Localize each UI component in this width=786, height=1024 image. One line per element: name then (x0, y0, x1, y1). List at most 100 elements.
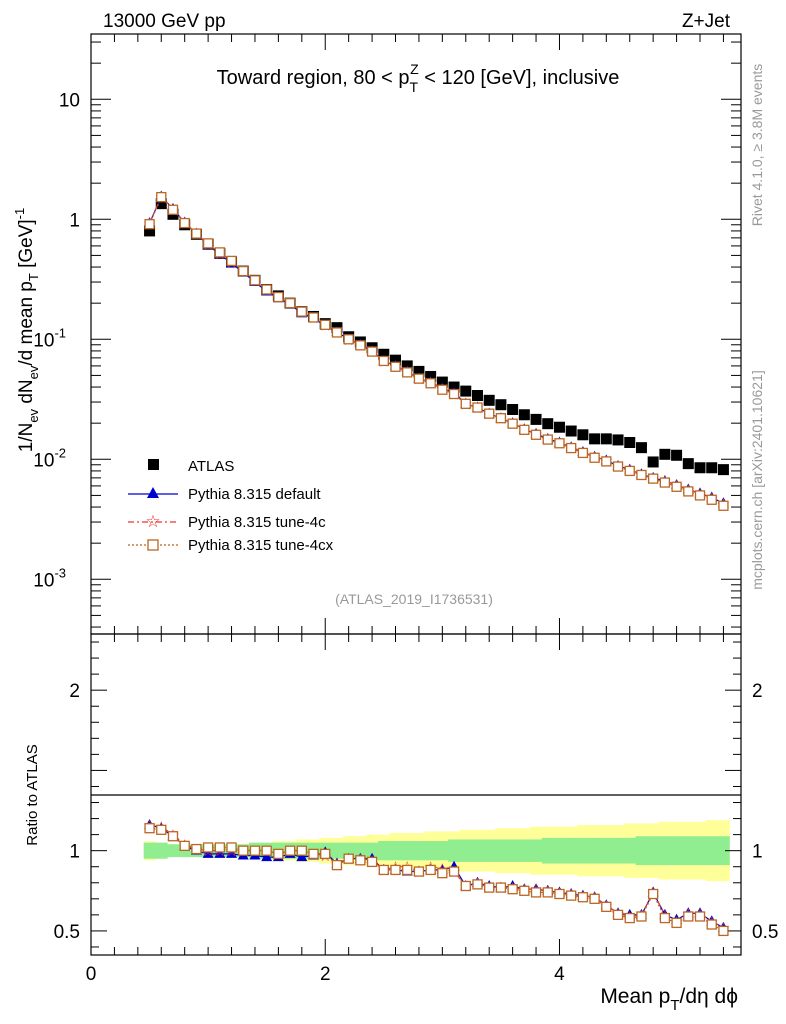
marker-tune4cx (542, 434, 553, 445)
marker-tune4cx (191, 843, 202, 855)
marker-tune4cx (413, 866, 425, 877)
marker-tune4cx (612, 909, 624, 921)
marker-tune4cx (577, 892, 589, 903)
legend-marker-tune4cx (147, 539, 159, 551)
marker-tune4cx (530, 887, 542, 898)
band-inner-bin (331, 842, 344, 859)
marker-tune4cx (718, 500, 729, 511)
band-inner-bin (424, 841, 437, 861)
marker-tune4cx (542, 887, 553, 898)
marker-tune4cx (601, 901, 612, 912)
marker-default (214, 847, 226, 858)
legend-label-atlas: ATLAS (188, 458, 234, 475)
marker-tune4cx (308, 312, 319, 323)
main-series-group: ☆☆☆☆☆☆☆☆☆☆☆☆☆☆☆☆☆☆☆☆☆☆☆☆☆☆☆☆☆☆☆☆☆☆☆☆☆☆☆☆… (143, 189, 730, 513)
marker-tune4cx (156, 191, 167, 203)
ratio-y-tick-label: 0.5 (54, 922, 80, 943)
axis-ticks (90, 34, 741, 955)
energy-label: 13000 GeV pp (103, 11, 226, 32)
series-line-tune4cx (149, 196, 724, 507)
marker-atlas (612, 434, 624, 446)
x-tick-label: 4 (554, 964, 565, 985)
ratio-uncertainty-band (143, 820, 730, 882)
main-y-axis-label: 1/Nev dNev/d mean pT [GeV]-1 (12, 208, 41, 453)
marker-atlas (518, 409, 530, 421)
band-inner-bin (413, 841, 426, 861)
marker-atlas (413, 365, 425, 377)
marker-tune4cx (437, 867, 448, 879)
marker-tune4cx (624, 912, 635, 924)
legend-marker-atlas (148, 459, 159, 470)
marker-tune4cx (648, 473, 659, 484)
marker-tune4cx (167, 204, 179, 215)
marker-atlas (144, 225, 156, 237)
marker-tune4cx (694, 490, 706, 501)
marker-tune4cx (343, 853, 354, 864)
marker-tune4cx (566, 442, 577, 454)
marker-tune4cx (507, 418, 518, 429)
marker-tune4cx (636, 469, 647, 481)
marker-tune4cx (507, 884, 518, 895)
marker-tune4cx (530, 429, 542, 440)
marker-tune4cx (226, 255, 237, 267)
marker-tune4cx (671, 481, 682, 492)
marker-tune4cx (472, 402, 483, 413)
marker-tune4cx (273, 848, 284, 860)
band-inner-bin (694, 836, 707, 866)
marker-tune4cx (331, 859, 343, 871)
ratio-series-group: ☆☆☆☆☆☆☆☆☆☆☆☆☆☆☆☆☆☆☆☆☆☆☆☆☆☆☆☆☆☆☆☆☆☆☆☆☆☆☆☆… (143, 817, 730, 937)
marker-tune4cx (460, 880, 471, 892)
x-tick-label: 2 (320, 964, 331, 985)
band-inner-bin (518, 839, 531, 862)
marker-tune4cx (249, 275, 261, 286)
main-y-tick-label: 10-3 (33, 565, 66, 591)
marker-tune4cx (226, 842, 237, 853)
legend-marker-default (147, 487, 159, 498)
marker-atlas (460, 385, 472, 397)
marker-tune4cx (519, 424, 530, 435)
marker-tune4cx (554, 438, 565, 449)
x-tick-label: 0 (86, 964, 97, 985)
band-inner-bin (366, 842, 379, 859)
marker-atlas (542, 418, 554, 430)
legend: ATLAS Pythia 8.315 default ☆ Pythia 8.31… (128, 458, 334, 554)
marker-tune4cx (659, 912, 671, 924)
ratio-y-tick-label-right: 0.5 (752, 922, 778, 943)
marker-atlas (706, 462, 718, 474)
marker-atlas (483, 394, 495, 406)
marker-tune4cx (577, 447, 589, 459)
marker-tune4cx (284, 298, 296, 309)
marker-default (261, 851, 273, 862)
marker-tune4cx (284, 845, 296, 856)
marker-tune4cx (402, 864, 413, 876)
marker-atlas (682, 458, 694, 470)
main-y-tick-label: 1 (69, 210, 80, 231)
marker-tune4cx (214, 247, 225, 258)
marker-tune4cx (425, 378, 436, 389)
marker-tune4cx (167, 831, 179, 842)
marker-tune4cx (378, 864, 389, 876)
marker-tune4cx (484, 882, 495, 893)
marker-tune4cx (179, 840, 190, 852)
marker-tune4cx (144, 823, 155, 834)
series-line-tune4c (149, 195, 724, 504)
ratio-y-tick-label: 2 (69, 681, 80, 702)
band-inner-bin (167, 844, 180, 858)
marker-atlas (436, 376, 448, 388)
band-inner-bin (670, 836, 683, 866)
band-inner-bin (530, 839, 543, 862)
marker-default (226, 847, 238, 858)
marker-tune4cx (214, 842, 225, 853)
marker-tune4cx (202, 238, 214, 249)
marker-tune4cx (636, 911, 647, 922)
marker-tune4cx (390, 361, 401, 372)
marker-tune4cx (366, 346, 378, 357)
band-inner-bin (635, 836, 648, 866)
process-label: Z+Jet (682, 11, 731, 32)
marker-tune4cx (238, 845, 249, 856)
marker-tune4cx (460, 398, 471, 409)
marker-atlas (565, 425, 577, 437)
marker-default (296, 851, 308, 862)
marker-tune4cx (144, 219, 155, 230)
marker-tune4cx (589, 893, 600, 904)
